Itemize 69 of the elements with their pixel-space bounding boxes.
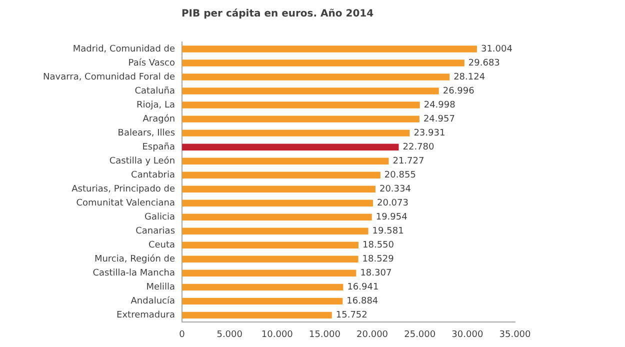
y-tick-label: Rioja, La: [136, 100, 176, 110]
x-tick-label: 30.000: [452, 330, 484, 340]
x-tick-label: 10.000: [261, 330, 294, 340]
data-label: 29.683: [468, 58, 500, 68]
bar: [182, 130, 410, 136]
y-tick-label: Asturias, Principado de: [72, 184, 176, 194]
x-tick-label: 25.000: [404, 330, 436, 340]
bar: [182, 116, 420, 122]
y-tick-label: Navarra, Comunidad Foral de: [42, 72, 176, 82]
y-tick-label: Andalucía: [130, 296, 176, 307]
bar: [182, 228, 368, 234]
bar: [182, 200, 373, 206]
bar: [182, 102, 420, 108]
x-tick-label: 15.000: [308, 330, 341, 340]
y-tick-label: País Vasco: [128, 57, 176, 68]
x-tick-label: 5.000: [216, 330, 243, 340]
data-label: 23.931: [414, 128, 446, 138]
bar: [182, 60, 464, 66]
data-label: 24.957: [423, 114, 455, 124]
y-tick-label: Ceuta: [148, 240, 176, 250]
data-label: 16.941: [347, 282, 379, 293]
data-label: 24.998: [424, 100, 456, 110]
y-tick-label: Extremadura: [116, 310, 176, 321]
y-tick-label: Comunitat Valenciana: [76, 198, 176, 208]
bar: [182, 242, 358, 249]
y-tick-label: Castilla y León: [109, 155, 176, 166]
data-label: 15.752: [336, 310, 368, 321]
y-tick-label: Murcia, Región de: [94, 254, 176, 264]
bar: [182, 270, 356, 277]
data-label: 18.307: [360, 268, 392, 279]
data-label: 19.954: [376, 212, 408, 222]
data-label: 18.550: [362, 240, 394, 250]
y-tick-label: Balears, Illes: [118, 128, 176, 138]
bar: [182, 298, 343, 305]
chart-title: PIB per cápita en euros. Año 2014: [181, 8, 374, 20]
x-tick-label: 35.000: [499, 330, 532, 340]
bar: [182, 74, 450, 80]
x-tick-label: 20.000: [356, 330, 388, 340]
bar: [182, 158, 389, 164]
data-label: 20.855: [384, 170, 416, 180]
bar: [182, 312, 332, 319]
data-label: 28.124: [454, 72, 486, 82]
y-tick-label: Aragón: [142, 113, 176, 124]
data-label: 20.073: [376, 198, 408, 208]
y-tick-label: Cantabria: [131, 170, 176, 180]
x-tick-label: 0: [179, 330, 186, 340]
data-label: 19.581: [372, 226, 404, 236]
y-tick-label: Canarias: [136, 226, 176, 236]
bar: [182, 144, 399, 150]
y-tick-label: Castilla-la Mancha: [92, 268, 176, 279]
bar: [182, 214, 372, 220]
data-label: 26.996: [442, 86, 475, 96]
bar: [182, 46, 477, 52]
y-tick-label: Madrid, Comunidad de: [72, 44, 176, 54]
data-label: 16.884: [346, 296, 378, 307]
data-label: 20.334: [379, 184, 412, 194]
bar: [182, 284, 344, 291]
data-label: 21.727: [392, 156, 424, 166]
y-tick-label: Galicia: [144, 212, 176, 222]
y-tick-label: Cataluña: [134, 86, 176, 96]
y-tick-label: Melilla: [146, 282, 176, 293]
bar: [182, 186, 376, 192]
bar: [182, 256, 358, 263]
data-label: 31.004: [480, 44, 513, 54]
data-label: 22.780: [402, 142, 435, 152]
bar: [182, 172, 380, 178]
data-label: 18.529: [362, 254, 394, 264]
y-tick-label: España: [142, 142, 176, 152]
bar: [182, 88, 439, 94]
